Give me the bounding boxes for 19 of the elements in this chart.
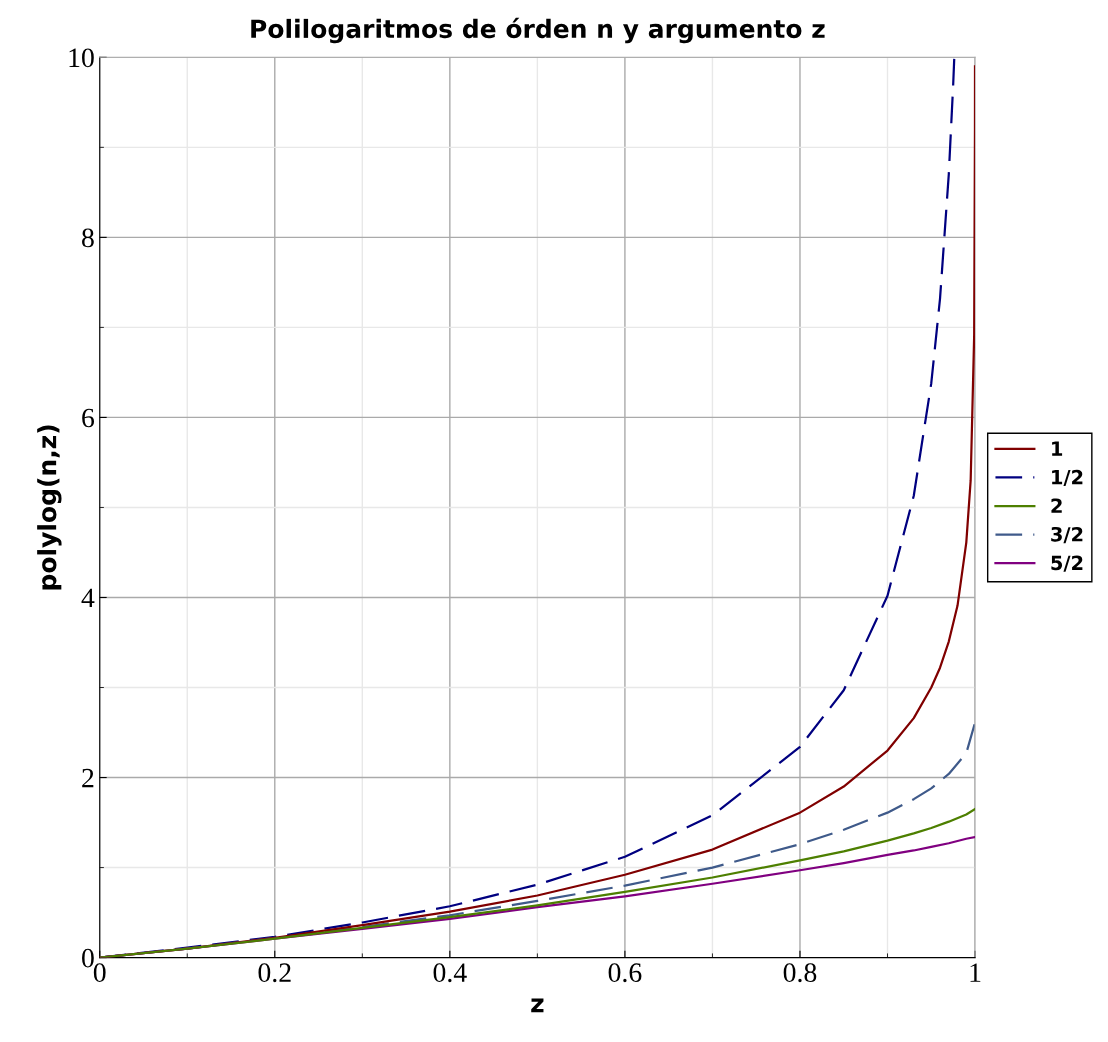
y-axis-title: polylog(n,z) bbox=[37, 425, 62, 590]
y-tick-label: 8 bbox=[82, 228, 94, 248]
x-tick-label: 1 bbox=[970, 963, 981, 982]
x-axis-title: z bbox=[531, 998, 544, 1013]
legend-label: 1 bbox=[1052, 441, 1063, 456]
chart-title: Polilogaritmos de órden n y argumento z bbox=[251, 17, 825, 44]
y-tick-label: 2 bbox=[82, 768, 94, 788]
legend-label: 3/2 bbox=[1051, 526, 1083, 544]
x-tick-label: 0.4 bbox=[433, 963, 467, 983]
x-tick-label: 0.2 bbox=[258, 963, 291, 983]
legend-label: 1/2 bbox=[1052, 469, 1083, 487]
y-tick-label: 4 bbox=[81, 588, 95, 608]
x-tick-label: 0.6 bbox=[608, 963, 642, 983]
y-tick-label: 0 bbox=[82, 948, 94, 968]
y-tick-label: 6 bbox=[82, 408, 95, 428]
y-tick-label: 10 bbox=[69, 48, 94, 68]
legend-label: 2 bbox=[1051, 498, 1062, 513]
x-tick-label: 0.8 bbox=[783, 963, 817, 983]
legend-label: 5/2 bbox=[1051, 555, 1083, 572]
